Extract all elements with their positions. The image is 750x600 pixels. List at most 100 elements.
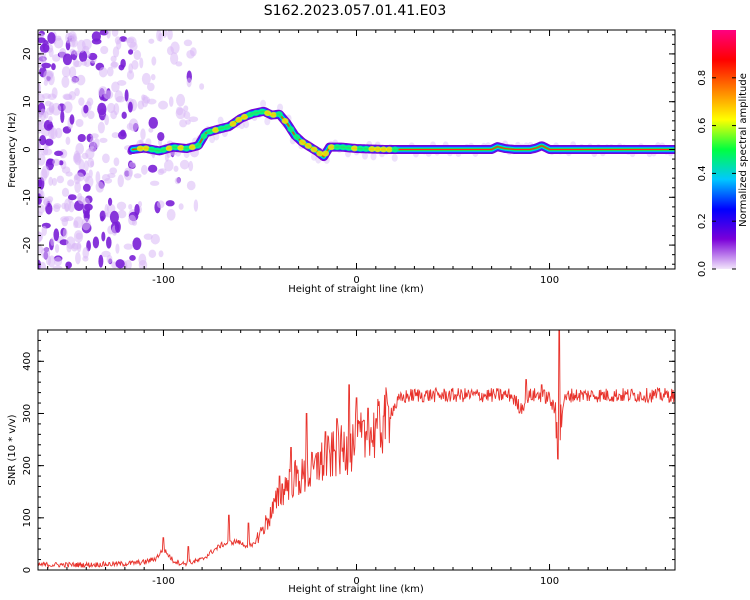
spectrogram-noise-blob	[99, 210, 106, 221]
spectrogram-noise-blob	[91, 31, 101, 42]
spectrogram-trace	[128, 106, 675, 162]
spectrogram-y-tick-label: -10	[22, 189, 33, 205]
spectrogram-noise-blob	[38, 51, 47, 58]
snr-series	[38, 330, 675, 569]
spectrogram-trace-knot	[333, 144, 341, 151]
spectrogram-noise-blob	[53, 228, 60, 242]
spectrogram-noise-blob	[95, 181, 105, 193]
spectrogram-y-label: Frequency (Hz)	[7, 112, 18, 188]
spectrogram-trace-knot	[252, 109, 260, 116]
spectrogram-noise-blob	[107, 102, 116, 114]
spectrogram-noise-blob	[73, 230, 84, 243]
spectrogram-noise-blob	[54, 150, 64, 157]
spectrogram-noise-blob	[142, 96, 151, 104]
spectrogram-noise-blob	[146, 82, 155, 92]
spectrogram-noise-blob	[115, 259, 125, 269]
spectrogram-trace-knot	[310, 146, 318, 153]
spectrogram-noise-blob	[52, 265, 63, 269]
spectrogram-noise-blob	[193, 199, 199, 212]
spectrogram-halo-blob	[391, 153, 398, 162]
spectrogram-trace-knot	[298, 139, 306, 146]
spectrogram-x-tick-label: 0	[353, 275, 359, 286]
spectrogram-noise-blob	[176, 93, 186, 107]
spectrogram-noise-blob	[106, 30, 111, 39]
spectrogram-noise-blob	[73, 60, 83, 68]
spectrogram-noise-blob	[72, 153, 81, 164]
spectrogram-trace-knot	[229, 120, 237, 127]
spectrogram-noise-blob	[111, 30, 119, 37]
spectrogram-noise-blob	[65, 236, 76, 250]
snr-x-tick-label: 100	[540, 576, 559, 587]
spectrogram-noise-blob	[65, 32, 71, 44]
snr-background	[38, 330, 675, 570]
spectrogram-noise-blob	[148, 38, 155, 44]
spectrogram-noise-blob	[137, 201, 143, 208]
spectrogram-trace-knot	[206, 128, 214, 135]
spectrogram-noise-blob	[110, 61, 118, 69]
spectrogram-noise-blob	[48, 47, 54, 58]
spectrogram-noise-blob	[111, 81, 120, 93]
spectrogram-noise-blob	[168, 96, 174, 107]
spectrogram-noise-blob	[38, 111, 45, 118]
spectrogram-noise-blob	[116, 201, 127, 211]
spectrogram-noise-blob	[166, 208, 176, 221]
colorbar-label: Normalized spectral amplitude	[738, 73, 749, 227]
spectrogram-noise-blob	[140, 128, 146, 141]
spectrogram-noise-blob	[43, 196, 48, 207]
spectrogram-noise-blob	[50, 126, 55, 140]
spectrogram-noise-blob	[41, 225, 47, 236]
colorbar-tick-label: 0.6	[697, 118, 708, 134]
spectrogram-trace-knot	[327, 144, 335, 151]
spectrogram-noise-blob	[147, 164, 158, 173]
spectrogram-trace-knot	[385, 146, 393, 153]
spectrogram-noise	[38, 30, 674, 269]
spectrogram-noise-blob	[111, 132, 120, 139]
spectrogram-noise-blob	[43, 69, 54, 82]
spectrogram-noise-blob	[40, 168, 48, 182]
snr-y-tick-label: 300	[22, 404, 33, 423]
spectrogram-noise-blob	[167, 30, 173, 40]
spectrogram-noise-blob	[98, 67, 108, 78]
spectrogram-trace-knot	[194, 142, 202, 149]
spectrogram-noise-blob	[82, 247, 89, 259]
spectrogram-noise-blob	[173, 165, 179, 172]
spectrogram-noise-blob	[186, 77, 192, 88]
spectrogram-noise-blob	[112, 46, 120, 58]
spectrogram-noise-blob	[89, 137, 95, 150]
spectrogram-trace-knot	[322, 150, 330, 157]
spectrogram-noise-blob	[175, 106, 184, 116]
spectrogram-noise-blob	[128, 161, 136, 168]
spectrogram-noise-blob	[67, 194, 77, 201]
spectrogram-noise-blob	[98, 254, 104, 268]
spectrogram-noise-blob	[178, 203, 184, 210]
colorbar-tick-label: 0.4	[697, 165, 708, 181]
spectrogram-noise-blob	[179, 159, 190, 170]
spectrogram-noise-blob	[48, 116, 53, 123]
spectrogram-trace-knot	[339, 144, 347, 151]
spectrogram-noise-blob	[95, 171, 101, 184]
spectrogram-noise-blob	[188, 160, 194, 172]
spectrogram-noise-blob	[148, 117, 159, 129]
spectrogram-trace-knot	[241, 113, 249, 120]
spectrogram-noise-blob	[38, 82, 41, 93]
spectrogram-noise-blob	[150, 73, 156, 81]
snr-x-label: Height of straight line (km)	[288, 584, 424, 595]
spectrogram-noise-blob	[38, 143, 42, 155]
spectrogram-noise-blob	[199, 83, 205, 90]
spectrogram-noise-blob	[117, 131, 127, 140]
spectrogram-noise-blob	[69, 48, 76, 55]
spectrogram-trace-knot	[223, 124, 231, 131]
spectrogram-noise-blob	[38, 153, 46, 166]
spectrogram-noise-blob	[126, 70, 135, 80]
spectrogram-noise-blob	[43, 119, 53, 131]
spectrogram-noise-blob	[99, 137, 108, 143]
spectrogram-noise-blob	[148, 127, 154, 133]
spectrogram-trace-knot	[304, 142, 312, 149]
spectrogram-y-tick-label: 20	[22, 48, 33, 61]
spectrogram-noise-blob	[166, 46, 174, 56]
spectrogram-noise-blob	[69, 66, 77, 79]
spectrogram-noise-blob	[92, 236, 100, 249]
spectrogram-noise-blob	[101, 231, 106, 242]
spectrogram-noise-blob	[117, 79, 127, 86]
spectrogram-noise-blob	[115, 243, 120, 254]
